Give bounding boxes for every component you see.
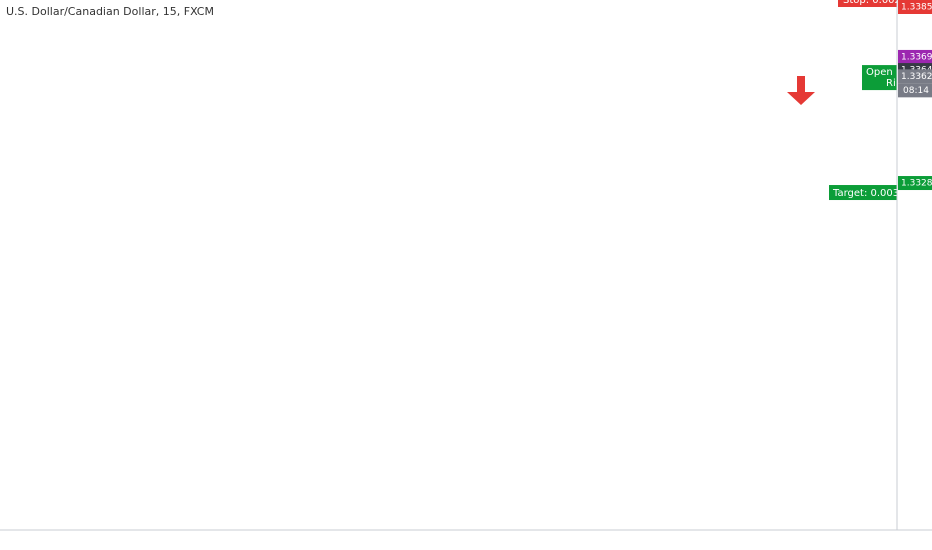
countdown: 08:14: [903, 86, 929, 96]
level-label-box: [898, 49, 932, 64]
target-label: 1.33287: [901, 179, 932, 189]
stop-label-box: [898, 0, 932, 14]
last-price-label-box: [898, 69, 932, 84]
level-label: 1.33690: [901, 52, 932, 62]
stop-label: 1.33850: [901, 3, 932, 13]
countdown-box: [898, 83, 932, 98]
target-text-box: [829, 185, 897, 201]
last-price-label: 1.33628: [901, 72, 932, 82]
stop-text: Stop: 0.0020: [843, 0, 907, 6]
open-text: Open P: [866, 67, 902, 78]
axes: 1.336901.336481.3362808:141.338501.33287: [898, 0, 932, 191]
stop-text-box: [838, 0, 897, 7]
target-text: Target: 0.0036: [832, 188, 905, 199]
risk-text: Ri: [886, 78, 896, 89]
open-text-box: [862, 65, 897, 91]
down-arrow: [787, 76, 815, 105]
target-label-box: [898, 176, 932, 191]
overlays: Stop: 0.0020 Open PRi Target: 0.0036: [829, 0, 907, 201]
chart-title: U.S. Dollar/Canadian Dollar, 15, FXCM: [6, 5, 214, 18]
